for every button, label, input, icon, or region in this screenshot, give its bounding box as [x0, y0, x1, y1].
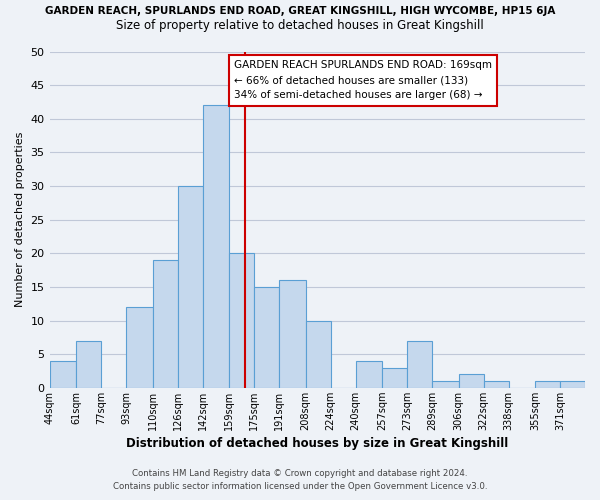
Bar: [203, 106, 229, 388]
Text: Contains HM Land Registry data © Crown copyright and database right 2024.
Contai: Contains HM Land Registry data © Crown c…: [113, 469, 487, 491]
Bar: [458, 374, 484, 388]
Bar: [432, 381, 458, 388]
Bar: [305, 320, 331, 388]
Bar: [126, 307, 152, 388]
Bar: [76, 340, 101, 388]
Bar: [229, 254, 254, 388]
Bar: [535, 381, 560, 388]
Bar: [382, 368, 407, 388]
Bar: [560, 381, 585, 388]
Bar: [50, 361, 76, 388]
Text: Size of property relative to detached houses in Great Kingshill: Size of property relative to detached ho…: [116, 19, 484, 32]
X-axis label: Distribution of detached houses by size in Great Kingshill: Distribution of detached houses by size …: [126, 437, 508, 450]
Bar: [279, 280, 305, 388]
Bar: [178, 186, 203, 388]
Bar: [254, 287, 279, 388]
Bar: [356, 361, 382, 388]
Bar: [152, 260, 178, 388]
Bar: [484, 381, 509, 388]
Y-axis label: Number of detached properties: Number of detached properties: [15, 132, 25, 308]
Text: GARDEN REACH SPURLANDS END ROAD: 169sqm
← 66% of detached houses are smaller (13: GARDEN REACH SPURLANDS END ROAD: 169sqm …: [234, 60, 492, 100]
Bar: [407, 340, 432, 388]
Text: GARDEN REACH, SPURLANDS END ROAD, GREAT KINGSHILL, HIGH WYCOMBE, HP15 6JA: GARDEN REACH, SPURLANDS END ROAD, GREAT …: [45, 6, 555, 16]
